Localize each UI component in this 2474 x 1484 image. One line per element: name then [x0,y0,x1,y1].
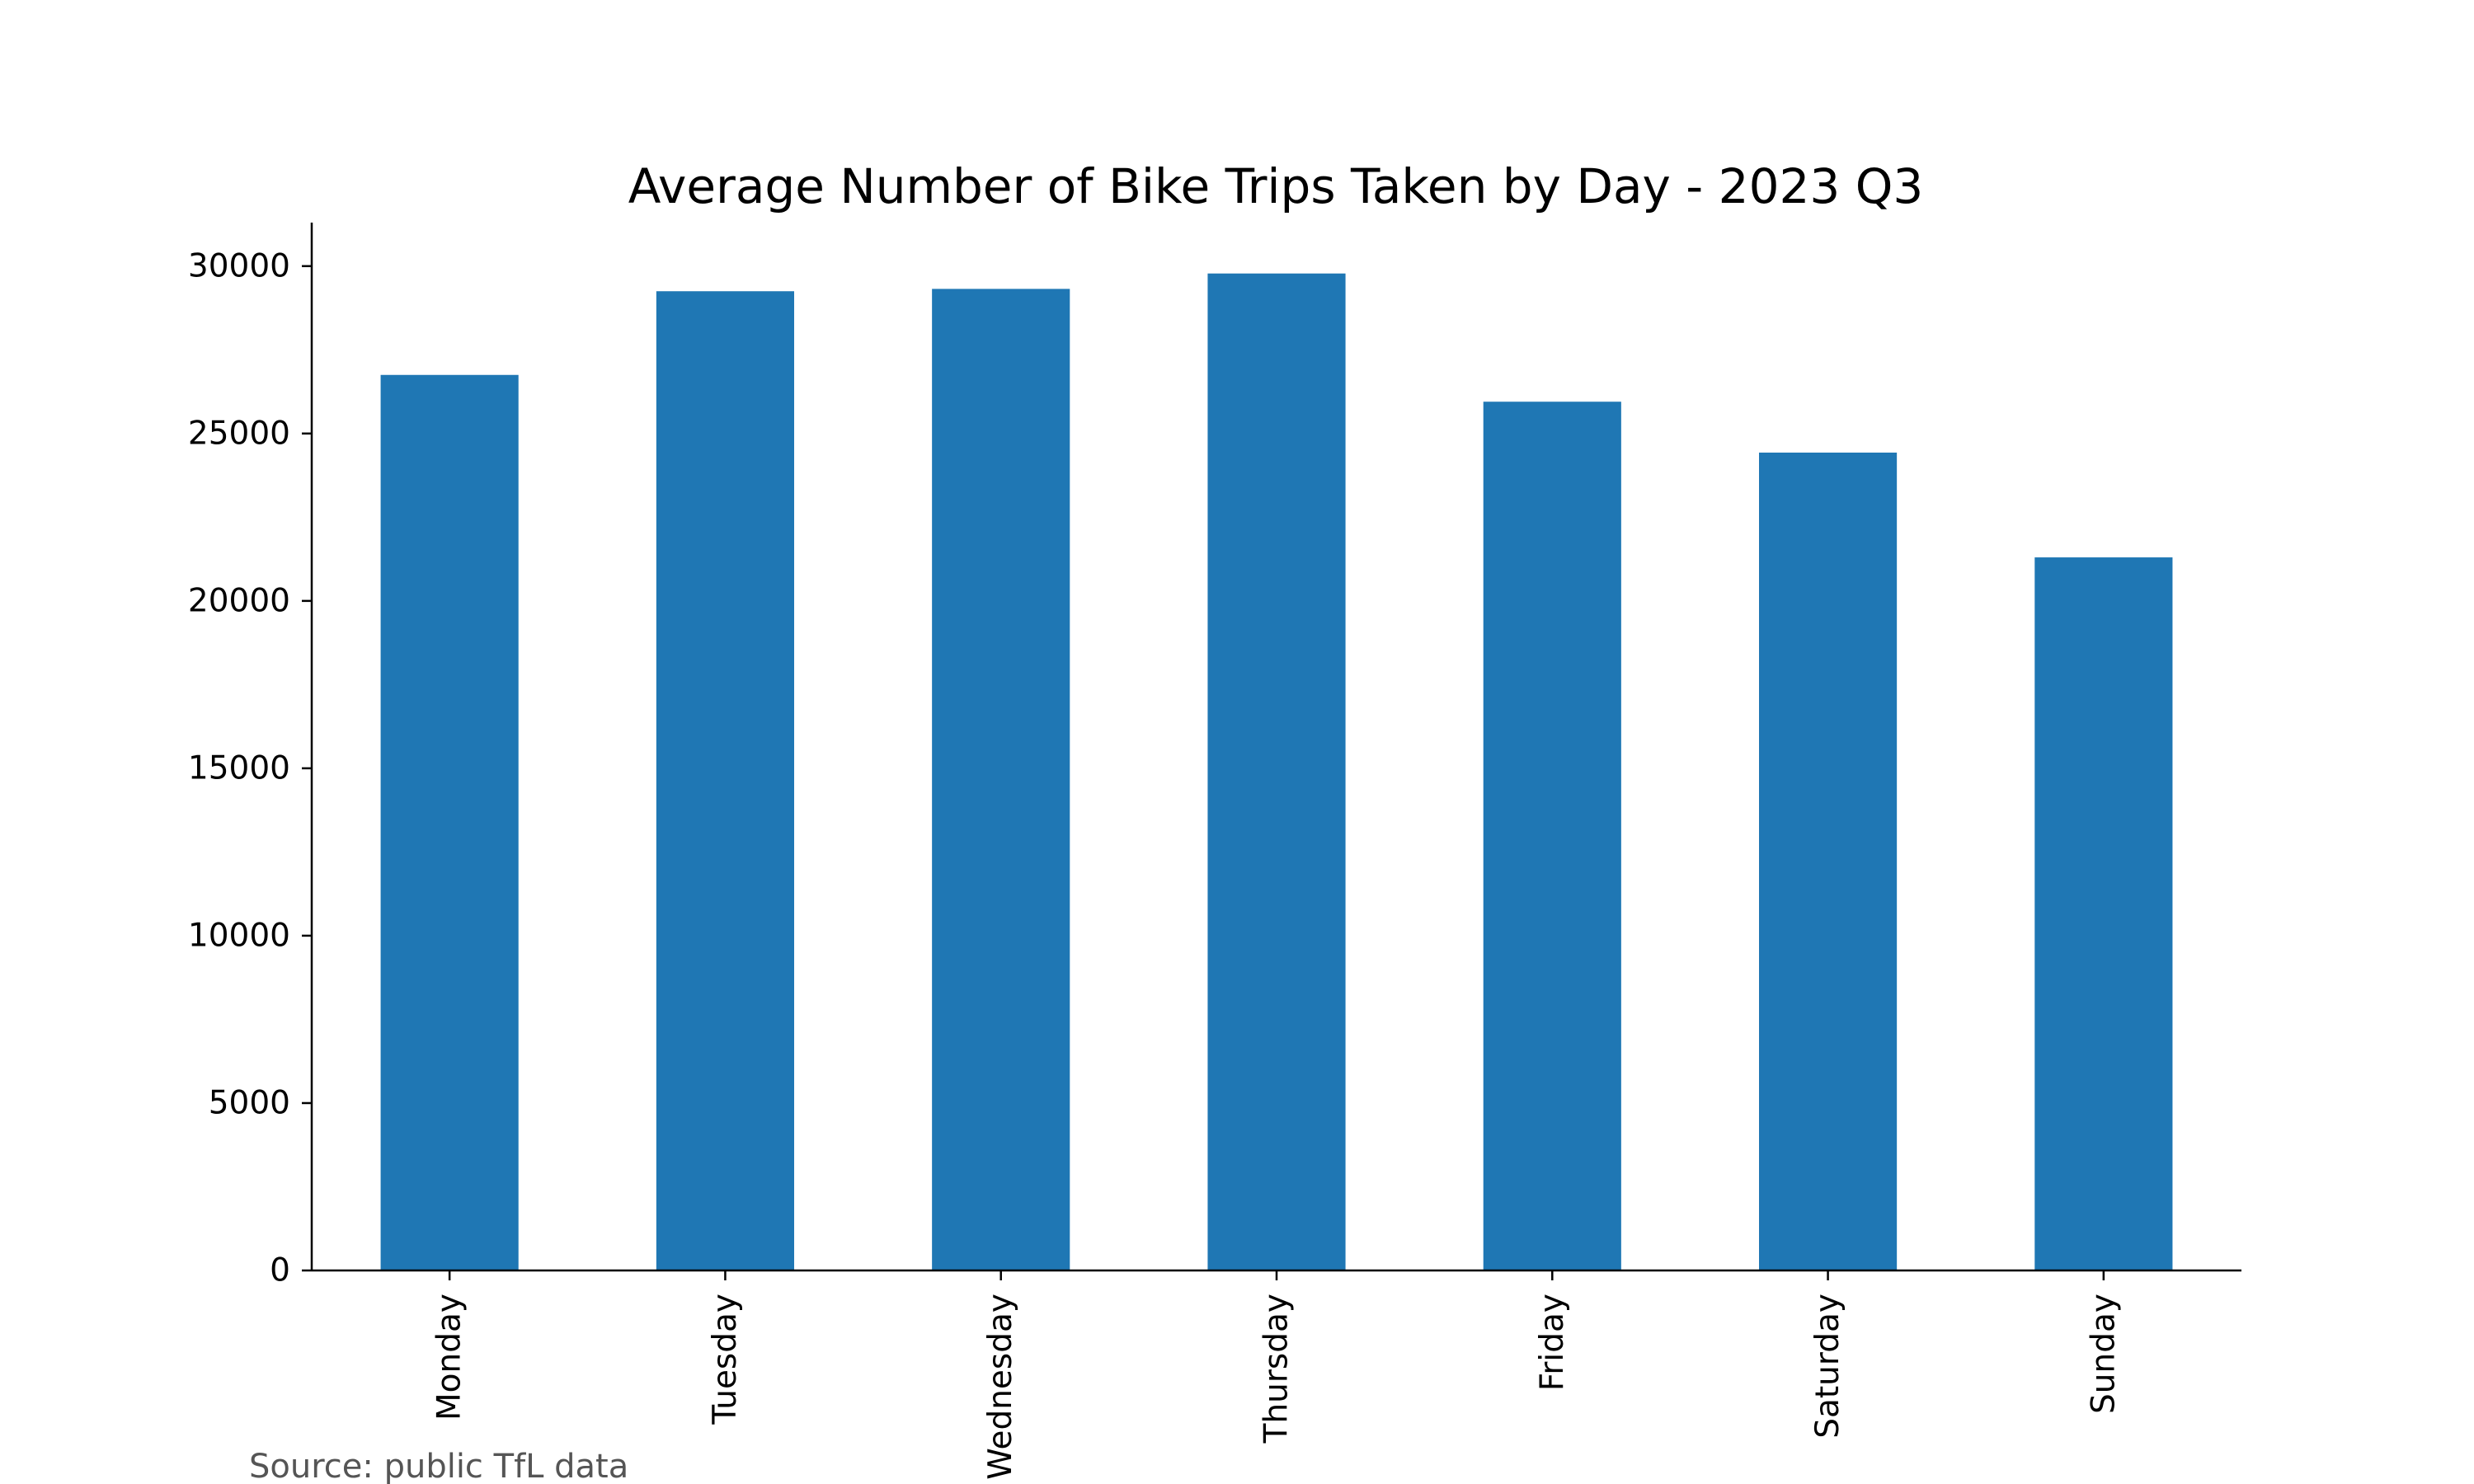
source-note: Source: public TfL data [249,1448,628,1484]
bar-saturday [1759,452,1898,1270]
y-tick-label: 15000 [188,749,290,787]
bar-wednesday [932,289,1070,1271]
bar-sunday [2034,557,2173,1270]
y-tick-label: 10000 [188,917,290,954]
x-tick-label: Monday [431,1294,468,1421]
y-tick-label: 20000 [188,582,290,619]
y-tick-label: 0 [270,1252,290,1289]
bar-tuesday [656,291,794,1271]
x-tick-label: Thursday [1258,1294,1296,1444]
bars-group [380,273,2173,1271]
y-tick-label: 30000 [188,247,290,284]
x-tick-label: Wednesday [982,1294,1019,1480]
y-tick-label: 5000 [209,1084,290,1121]
x-axis-ticks: Monday Tuesday Wednesday Thursday Friday Satu… [431,1270,2122,1480]
y-tick-label: 25000 [188,415,290,452]
x-tick-label: Tuesday [707,1294,744,1425]
y-axis-ticks: 0 5000 10000 15000 20000 25000 30000 [188,247,312,1289]
x-tick-label: Sunday [2085,1294,2122,1414]
x-tick-label: Saturday [1809,1294,1846,1439]
x-tick-label: Friday [1534,1294,1571,1391]
chart-title: Average Number of Bike Trips Taken by Da… [628,158,1924,214]
bar-thursday [1207,273,1346,1271]
bar-friday [1483,402,1621,1271]
bar-monday [380,374,519,1271]
